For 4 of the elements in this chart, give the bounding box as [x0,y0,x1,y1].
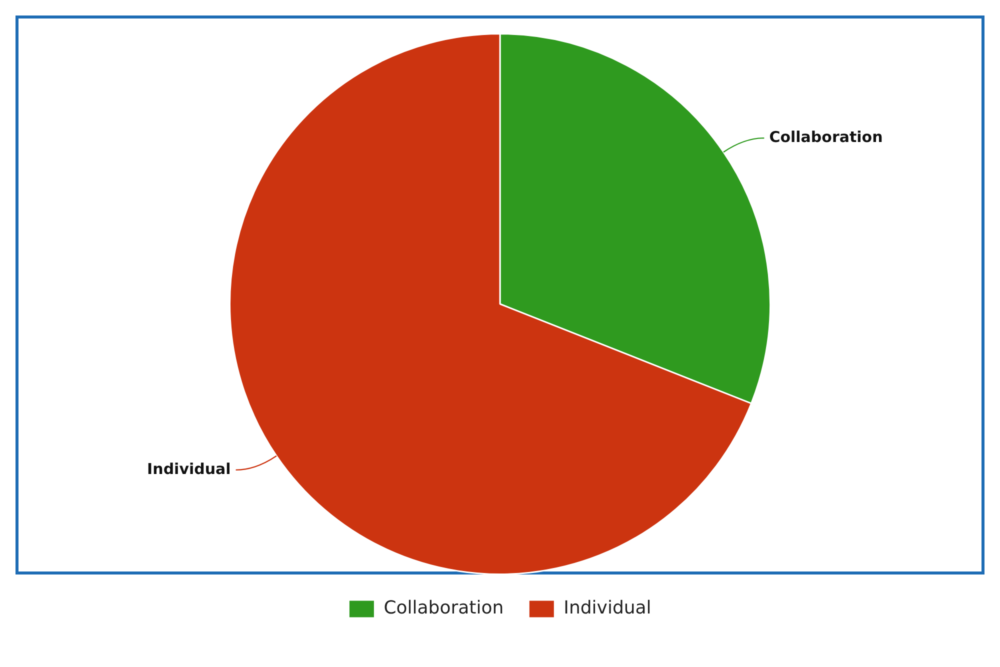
slice-label: Collaboration [769,128,883,146]
legend-label: Individual [564,598,652,619]
slice-label: Individual [147,460,231,478]
legend-label: Collaboration [384,598,504,619]
